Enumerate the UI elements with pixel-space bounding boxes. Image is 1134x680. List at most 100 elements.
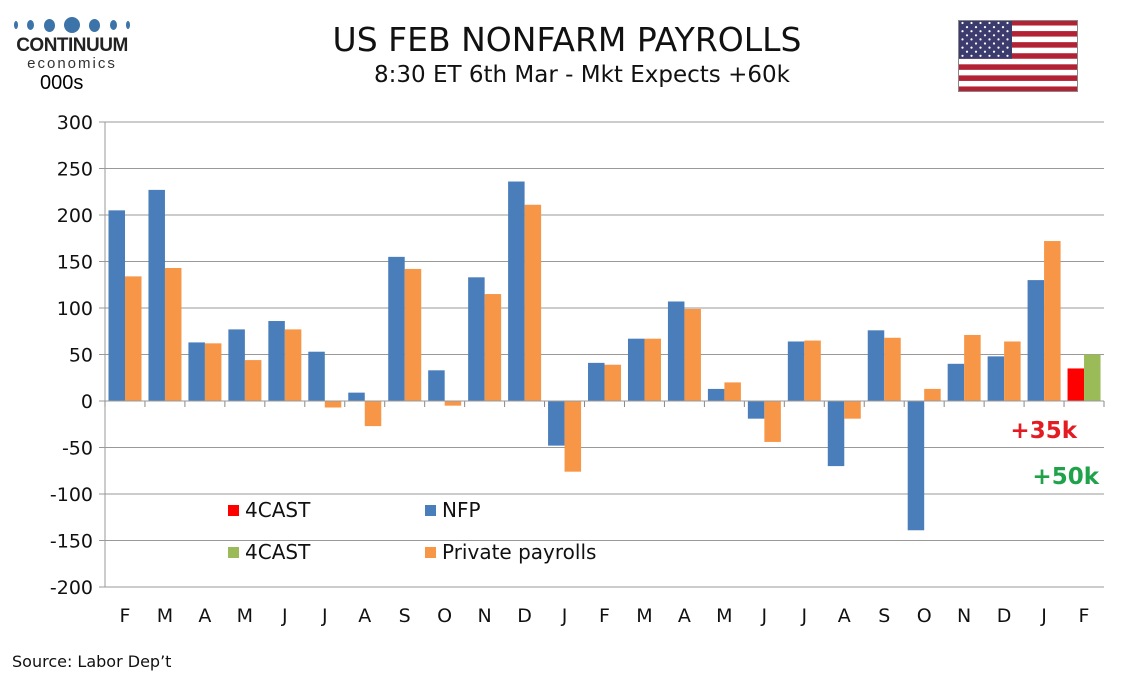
logo-brand: CONTINUUM xyxy=(16,35,128,56)
bar-nfp xyxy=(188,342,205,401)
bar-nfp xyxy=(907,401,925,531)
logo: CONTINUUM economics xyxy=(14,14,130,71)
x-tick-label: M xyxy=(636,605,652,627)
bar-nfp xyxy=(468,277,485,401)
bar-private-payrolls xyxy=(644,338,661,401)
y-tick-label: -50 xyxy=(62,438,93,460)
logo-dots-icon xyxy=(14,14,130,36)
x-tick-label: A xyxy=(678,605,691,627)
x-tick-label: F xyxy=(120,605,131,627)
x-tick-label: D xyxy=(997,605,1012,627)
bar-nfp xyxy=(108,210,125,401)
x-tick-label: A xyxy=(198,605,211,627)
bar-private-payrolls xyxy=(1044,241,1061,401)
bar-nfp xyxy=(787,341,805,401)
x-tick-label: A xyxy=(838,605,851,627)
bar-nfp xyxy=(747,401,765,419)
chart-subtitle: 8:30 ET 6th Mar - Mkt Expects +60k xyxy=(374,62,790,88)
x-tick-label: D xyxy=(517,605,532,627)
bar-private-payrolls xyxy=(844,401,861,419)
y-tick-label: 300 xyxy=(57,112,93,134)
bar-nfp xyxy=(867,330,885,401)
y-tick-label: -150 xyxy=(50,531,93,553)
bar-nfp xyxy=(667,301,685,401)
bar-private-payrolls xyxy=(164,268,182,401)
bar-private-payrolls xyxy=(524,204,542,401)
x-tick-label: J xyxy=(800,605,807,627)
legend-swatch xyxy=(425,505,436,516)
x-tick-label: M xyxy=(157,605,173,627)
bar-nfp xyxy=(508,181,525,401)
x-tick-label: J xyxy=(1040,605,1047,627)
logo-sub: economics xyxy=(27,55,117,72)
annotation-4cast-red: +35k xyxy=(1010,418,1077,444)
x-tick-label: S xyxy=(399,605,411,627)
bar-private-payrolls xyxy=(125,276,142,401)
x-tick-label: N xyxy=(957,605,971,627)
bar-4cast xyxy=(1067,368,1085,401)
x-tick-label: M xyxy=(716,605,732,627)
bar-nfp xyxy=(308,351,325,401)
y-tick-label: 50 xyxy=(69,345,93,367)
x-tick-label: O xyxy=(917,605,932,627)
bar-nfp xyxy=(947,363,965,401)
bar-private-payrolls xyxy=(924,388,941,401)
y-tick-label: 200 xyxy=(57,205,93,227)
x-tick-label: J xyxy=(321,605,328,627)
us-flag-icon xyxy=(958,20,1078,92)
chart-title: US FEB NONFARM PAYROLLS xyxy=(332,20,802,59)
y-tick-label: -200 xyxy=(50,577,93,599)
annotation-4cast-green: +50k xyxy=(1032,464,1099,490)
bar-private-payrolls xyxy=(484,294,502,401)
x-tick-label: J xyxy=(281,605,288,627)
bar-private-payrolls xyxy=(204,343,222,401)
x-tick-label: F xyxy=(1079,605,1090,627)
legend-label: NFP xyxy=(442,498,481,522)
legend-swatch xyxy=(228,505,239,516)
y-tick-label: 0 xyxy=(81,391,93,413)
bar-4cast xyxy=(1084,354,1101,401)
bar-private-payrolls xyxy=(1004,341,1021,401)
legend-label: 4CAST xyxy=(245,540,311,564)
y-axis-unit: 000s xyxy=(40,72,84,94)
x-tick-label: O xyxy=(437,605,452,627)
x-tick-label: N xyxy=(478,605,492,627)
source-note: Source: Labor Dep’t xyxy=(12,652,172,671)
bar-private-payrolls xyxy=(764,401,781,442)
legend-swatch xyxy=(228,547,239,558)
x-tick-label: S xyxy=(878,605,890,627)
bar-nfp xyxy=(707,388,725,401)
bar-nfp xyxy=(1027,280,1045,401)
x-tick-label: J xyxy=(761,605,768,627)
x-tick-label: A xyxy=(358,605,371,627)
bar-private-payrolls xyxy=(404,268,422,401)
y-tick-label: 250 xyxy=(57,159,93,181)
x-tick-label: F xyxy=(599,605,610,627)
bar-nfp xyxy=(388,256,405,401)
bar-private-payrolls xyxy=(564,401,582,472)
legend-label: Private payrolls xyxy=(442,540,596,564)
bar-private-payrolls xyxy=(884,337,901,401)
y-tick-label: -100 xyxy=(50,484,93,506)
x-tick-label: M xyxy=(237,605,253,627)
bar-nfp xyxy=(588,362,605,401)
bar-private-payrolls xyxy=(324,401,342,408)
bar-private-payrolls xyxy=(604,364,622,401)
bar-nfp xyxy=(148,189,165,401)
y-tick-label: 100 xyxy=(57,298,93,320)
bar-nfp xyxy=(627,338,645,401)
bar-private-payrolls xyxy=(684,308,701,401)
y-tick-label: 150 xyxy=(57,252,93,274)
bar-private-payrolls xyxy=(804,340,821,401)
legend-swatch xyxy=(425,547,436,558)
bar-nfp xyxy=(348,392,365,401)
bar-private-payrolls xyxy=(964,334,981,401)
bar-nfp xyxy=(228,329,245,401)
bar-nfp xyxy=(987,356,1005,401)
bar-private-payrolls xyxy=(724,382,741,401)
bar-private-payrolls xyxy=(364,401,382,427)
bar-nfp xyxy=(827,401,845,467)
bar-private-payrolls xyxy=(284,329,302,401)
